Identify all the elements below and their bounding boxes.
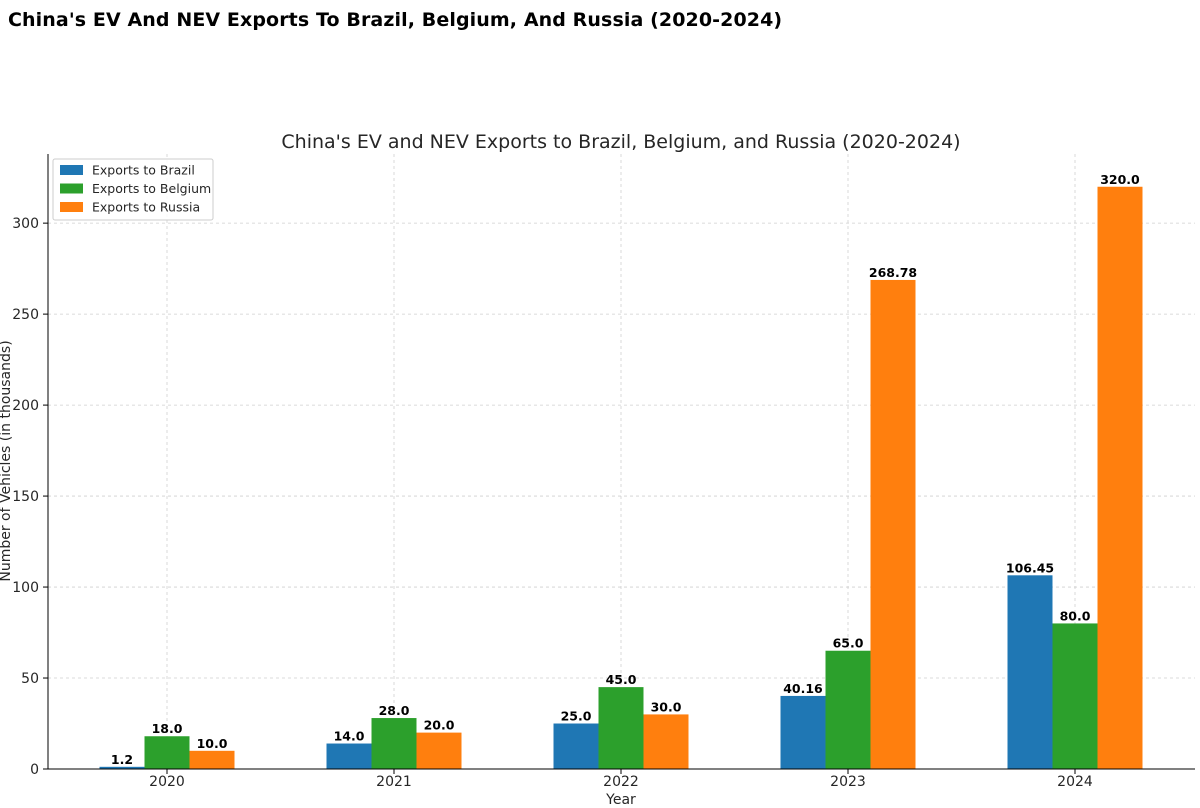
legend-label: Exports to Russia [92,200,200,215]
bars [99,186,1143,770]
page-title: China's EV And NEV Exports To Brazil, Be… [8,9,783,31]
bar-value-label: 25.0 [561,709,592,724]
bar-value-label: 80.0 [1060,608,1091,623]
bar-value-label: 10.0 [197,736,228,751]
bar [553,723,599,769]
x-tick-label: 2022 [603,774,639,790]
bar-value-label: 268.78 [869,265,917,280]
y-tick-label: 50 [21,671,39,687]
bar [144,736,190,769]
x-tick-label: 2023 [830,774,866,790]
bar-value-label: 30.0 [651,699,682,714]
x-tick-label: 2024 [1057,774,1093,790]
legend-label: Exports to Brazil [92,163,195,178]
legend-swatch [60,183,83,194]
bar [99,766,145,769]
bar-value-label: 28.0 [379,703,410,718]
bar-value-label: 1.2 [111,752,133,767]
bar [870,279,916,769]
legend-swatch [60,165,83,175]
value-labels: 1.2 14.0 25.0 40.16 106.45 18.0 28.0 45.0 65.0 80… [111,172,1140,767]
x-tick-label: 2021 [376,774,412,790]
y-tick-label: 150 [12,489,39,505]
bar [189,750,235,769]
y-tick-label: 250 [12,307,39,323]
legend: Exports to Brazil Exports to Belgium Expor… [52,158,214,221]
legend-swatch [60,202,83,212]
bar [371,718,417,769]
bar-value-label: 45.0 [606,672,637,687]
legend-box [52,158,214,221]
bar [598,687,644,769]
legend-label: Exports to Belgium [92,181,211,196]
bar [780,695,826,769]
bar-value-label: 14.0 [334,729,365,744]
bar [825,650,871,769]
ticks: 0 50 100 150 200 250 300 2020 2021 2022 2023 2024 [12,216,1093,790]
bar-value-label: 20.0 [424,718,455,733]
bar [1097,186,1143,770]
bar [416,732,462,769]
y-tick-label: 100 [12,580,39,596]
bar-value-label: 320.0 [1100,172,1140,187]
bar-value-label: 18.0 [152,721,183,736]
bar-value-label: 65.0 [833,636,864,651]
y-tick-label: 200 [12,398,39,414]
y-tick-label: 300 [12,216,39,232]
x-axis-label: Year [605,792,636,808]
bar-value-label: 40.16 [783,681,823,696]
bar-value-label: 106.45 [1006,560,1054,575]
y-tick-label: 0 [30,762,39,778]
bar [1007,575,1053,769]
chart-title: China's EV and NEV Exports to Brazil, Be… [281,131,960,153]
bar [326,743,372,769]
bar [643,714,689,769]
y-axis-label: Number of Vehicles (in thousands) [0,340,14,581]
x-tick-label: 2020 [149,774,185,790]
bar [1052,623,1098,769]
